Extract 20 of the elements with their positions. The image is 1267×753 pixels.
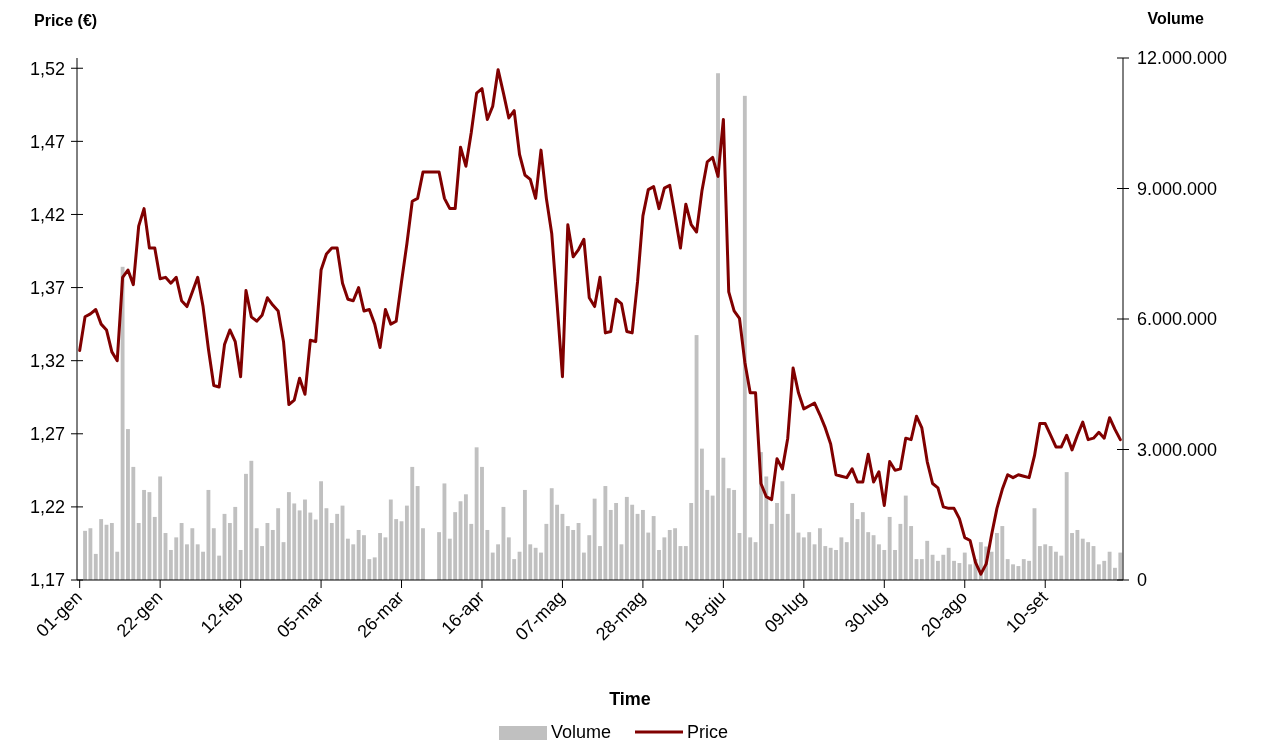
y2-tick-label: 6.000.000 — [1137, 309, 1218, 330]
x-axis-title: Time — [609, 689, 651, 709]
legend-label: Price — [687, 722, 729, 743]
y2-tick-label: 12.000.000 — [1137, 48, 1228, 69]
y-axis-title: Price (€) — [34, 12, 98, 29]
y-tick-label: 1,22 — [29, 497, 65, 518]
y-tick-label: 1,17 — [29, 570, 65, 591]
bar — [437, 532, 442, 580]
y2-axis-title: Volume — [1147, 10, 1205, 27]
y2-tick-label: 9.000.000 — [1137, 178, 1218, 199]
y-tick-label: 1,27 — [29, 424, 65, 445]
line-series — [78, 68, 1122, 576]
y2-tick-label: 0 — [1137, 570, 1148, 591]
legend-label: Volume — [551, 722, 612, 743]
y-tick-label: 1,47 — [29, 131, 65, 152]
y2-tick-label: 3.000.000 — [1137, 439, 1218, 460]
y-tick-label: 1,52 — [29, 58, 65, 79]
y-tick-label: 1,37 — [29, 277, 65, 298]
y-tick-label: 1,42 — [29, 204, 65, 225]
y-tick-label: 1,32 — [29, 350, 65, 371]
